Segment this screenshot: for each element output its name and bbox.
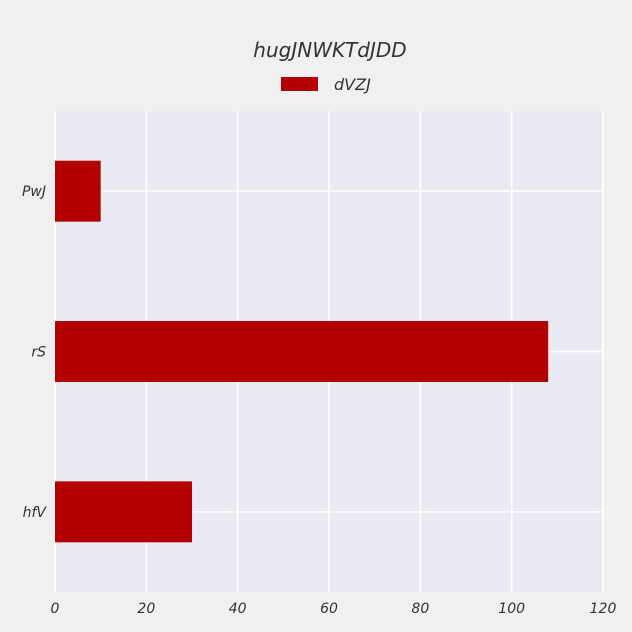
x-tick-label: 100 — [498, 601, 525, 617]
bars — [55, 160, 549, 543]
y-tick-label: rS — [31, 345, 46, 361]
x-tick-label: 60 — [320, 601, 338, 617]
legend-label: dVZJ — [334, 75, 371, 94]
y-axis-ticks: hfV rS PwJ — [22, 184, 47, 521]
x-tick-label: 20 — [137, 601, 155, 617]
y-tick-label: PwJ — [22, 184, 46, 200]
chart-title: hugJNWKTdJDD — [253, 38, 406, 62]
x-tick-label: 40 — [229, 601, 247, 617]
x-axis-ticks: 0 20 40 60 80 100 120 — [51, 601, 617, 617]
legend: dVZJ — [281, 75, 371, 94]
bar-rS — [55, 321, 549, 382]
bar-hfV — [55, 481, 192, 543]
x-tick-label: 80 — [411, 601, 429, 617]
y-tick-label: hfV — [23, 505, 48, 521]
legend-swatch — [281, 77, 318, 91]
x-tick-label: 120 — [590, 601, 617, 617]
x-tick-label: 0 — [51, 601, 60, 617]
bar-PwJ — [55, 160, 101, 222]
